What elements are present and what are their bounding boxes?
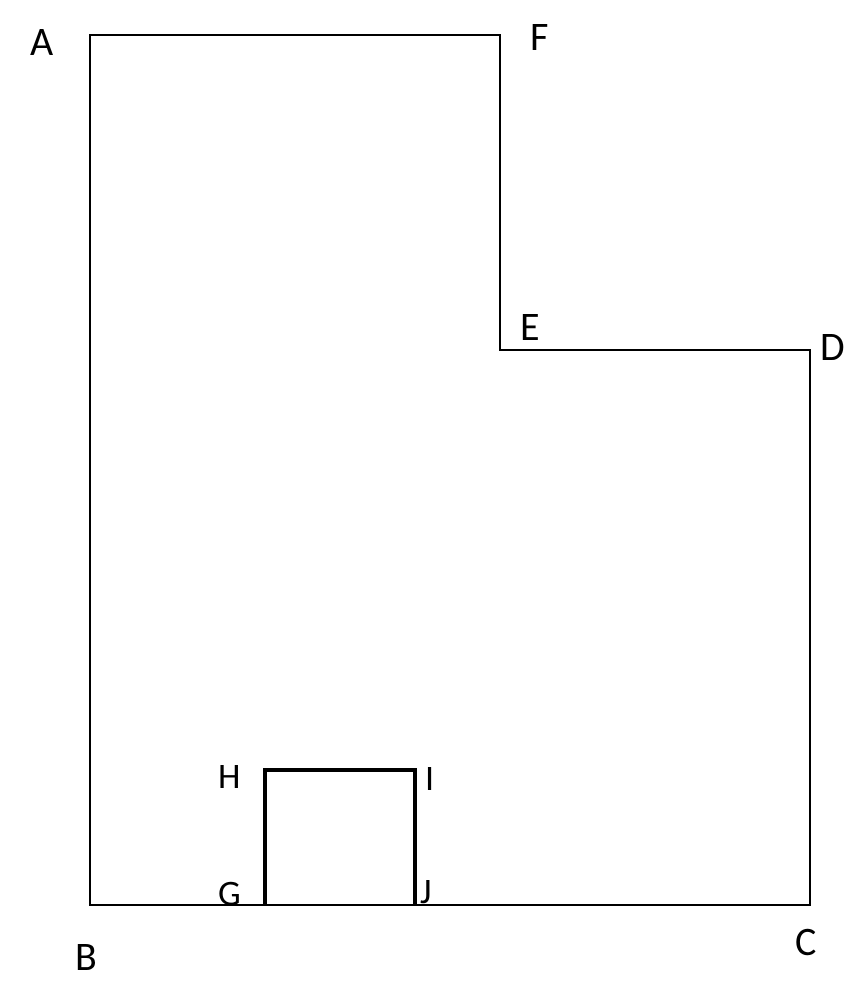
label-D: D <box>820 322 845 371</box>
label-E: E <box>520 302 540 351</box>
diagram-canvas: A F E D C B H I G J <box>0 0 864 1000</box>
label-F: F <box>530 12 548 61</box>
inner-rectangle <box>265 770 415 905</box>
outer-l-shape <box>90 35 810 905</box>
label-B: B <box>75 932 97 981</box>
label-C: C <box>795 917 816 966</box>
label-A: A <box>30 17 54 66</box>
label-H: H <box>218 754 240 798</box>
vertex-labels: A F E D C B H I G J <box>30 12 845 981</box>
label-I: I <box>425 756 434 800</box>
label-G: G <box>218 871 241 915</box>
label-J: J <box>420 869 431 913</box>
